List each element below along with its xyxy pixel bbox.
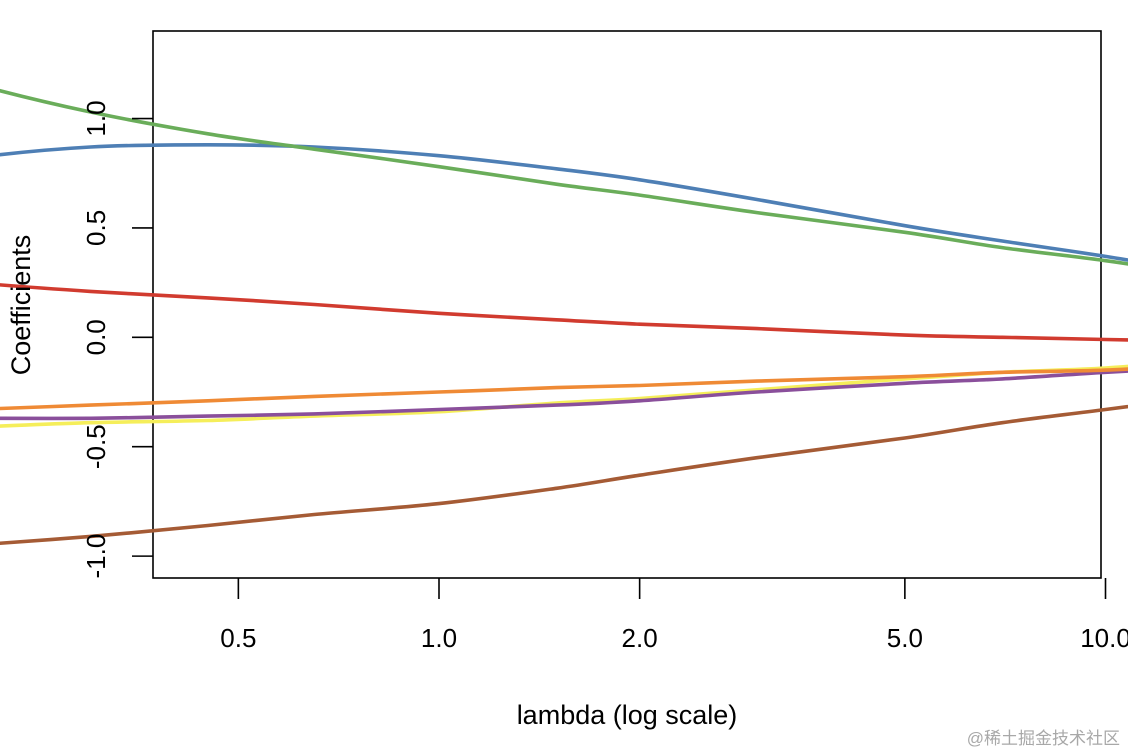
x-tick-label: 10.0 (1080, 623, 1128, 653)
coefficient-series-line-7 (0, 404, 1128, 546)
plot-frame (152, 30, 1102, 579)
y-tick-label: 0.5 (81, 210, 111, 246)
y-axis: 1.0 0.5 0.0 -0.5 -1.0 (81, 100, 153, 579)
x-tick-label: 2.0 (622, 623, 658, 653)
coefficient-series-line-5 (0, 369, 1128, 421)
watermark-text: @稀土掘金技术社区 (967, 729, 1120, 748)
y-tick-label: 1.0 (81, 100, 111, 136)
x-axis-title: lambda (log scale) (517, 700, 738, 730)
coefficient-series-line-4 (0, 364, 1128, 428)
x-tick-label: 1.0 (421, 623, 457, 653)
y-tick-label: -0.5 (81, 424, 111, 469)
coefficient-series-line-2 (0, 88, 1128, 266)
series-layer (0, 88, 1128, 546)
x-tick-label: 5.0 (887, 623, 923, 653)
coefficient-series-line-3 (0, 283, 1128, 342)
y-axis-title: Coefficients (6, 235, 36, 376)
x-axis: 0.20.51.02.05.010.050.0 (220, 578, 1128, 653)
y-tick-label: -1.0 (81, 534, 111, 579)
y-tick-label: 0.0 (81, 319, 111, 355)
coefficient-series-line-1 (0, 143, 1128, 262)
x-tick-label: 0.5 (220, 623, 256, 653)
coefficient-series-line-6 (0, 367, 1128, 411)
